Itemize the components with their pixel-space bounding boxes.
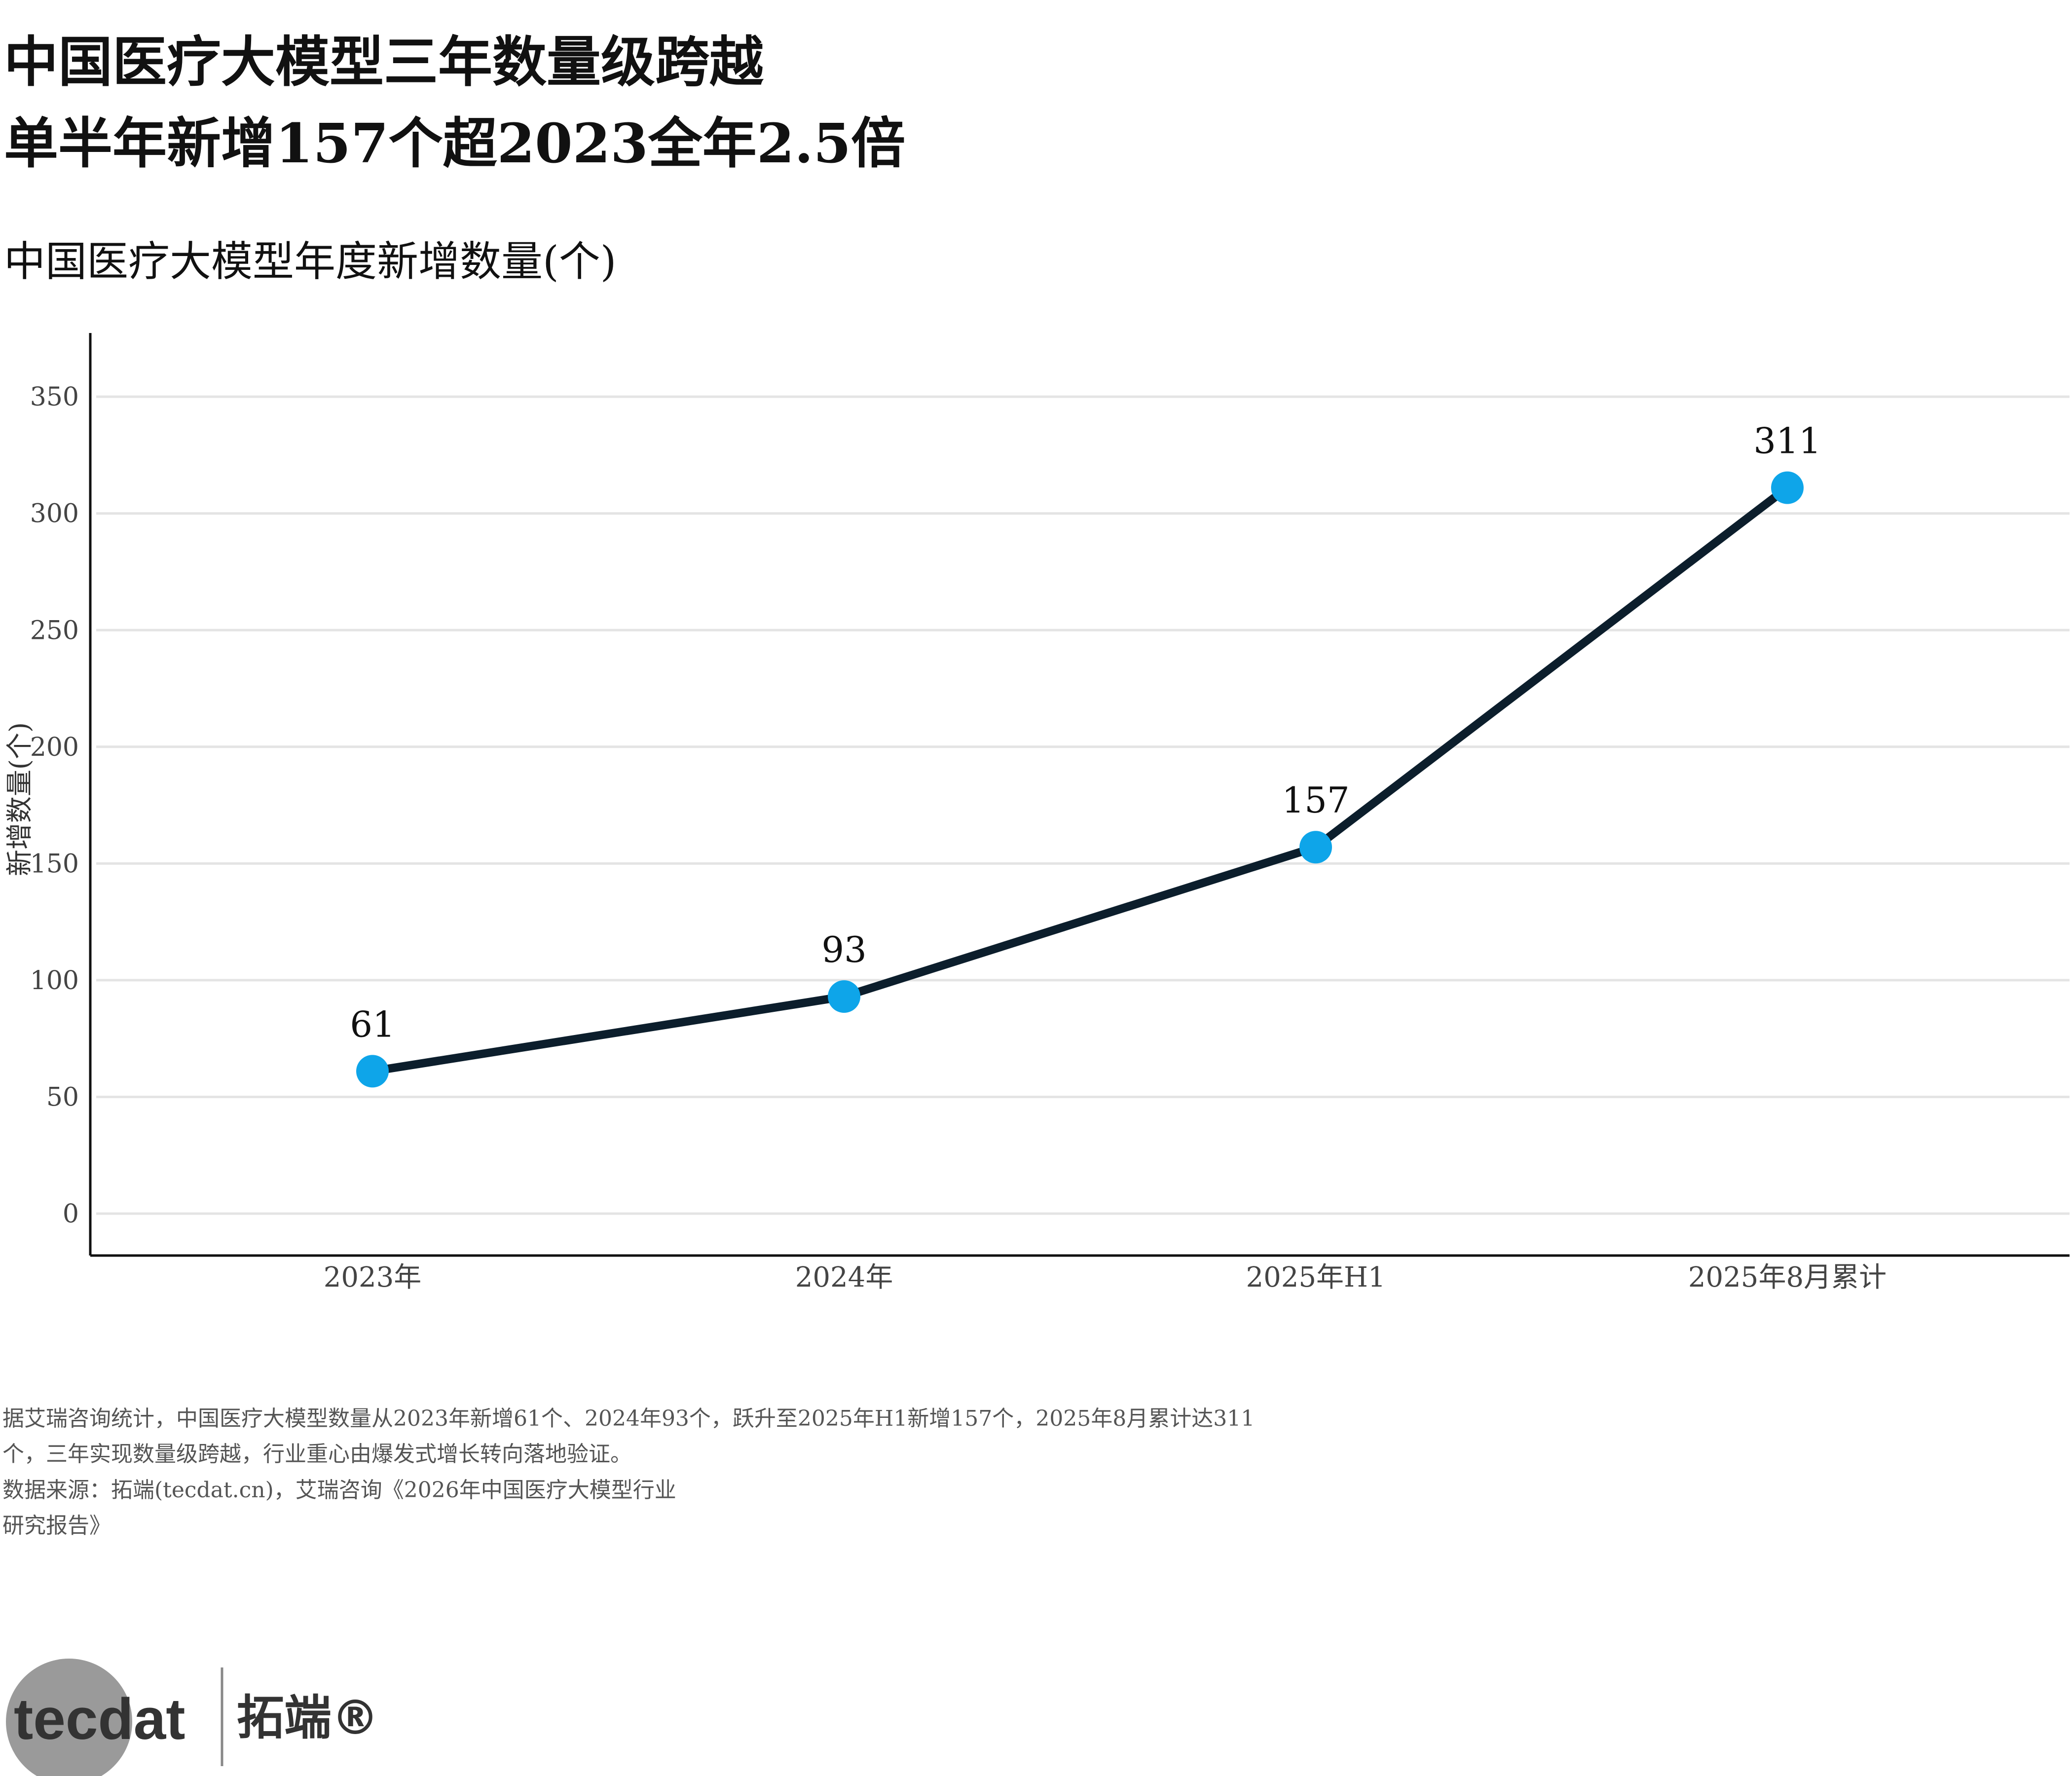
y-tick-label: 300: [30, 499, 79, 529]
logo-word: tecdat: [14, 1687, 185, 1752]
logo-circle: [6, 1659, 132, 1776]
data-labels: 61 93 157 311: [350, 420, 1821, 1045]
y-tick-label: 350: [30, 382, 79, 412]
data-point: [1771, 471, 1804, 504]
chart-source: 数据来源：拓端(tecdat.cn)，艾瑞咨询《2026年中国医疗大模型行业 研…: [2, 1473, 676, 1544]
data-label: 93: [821, 929, 867, 970]
x-tick-label: 2024年: [795, 1261, 893, 1294]
data-point: [356, 1055, 389, 1088]
y-tick-label: 150: [30, 849, 79, 879]
y-tick-label: 50: [46, 1082, 79, 1112]
data-label: 157: [1282, 779, 1349, 821]
series-line: [368, 483, 1792, 1075]
y-tick-labels: 0 50 100 150 200 250 300 350: [30, 382, 79, 1229]
chart-note: 据艾瑞咨询统计，中国医疗大模型数量从2023年新增61个、2024年93个，跃升…: [2, 1401, 1255, 1472]
tecdat-logo: tecdat 拓端®: [6, 1659, 379, 1776]
y-tick-label: 0: [63, 1199, 79, 1229]
chart-source-line-1: 数据来源：拓端(tecdat.cn)，艾瑞咨询《2026年中国医疗大模型行业: [2, 1478, 676, 1503]
chart-source-line-2: 研究报告》: [2, 1513, 111, 1538]
data-label: 61: [350, 1003, 395, 1045]
y-axis-label: 新增数量(个): [4, 722, 35, 876]
x-tick-labels: 2023年 2024年 2025年H1 2025年8月累计: [324, 1261, 1887, 1294]
x-tick-label: 2025年H1: [1246, 1261, 1386, 1294]
chart-note-line-2: 个，三年实现数量级跨越，行业重心由爆发式增长转向落地验证。: [2, 1442, 632, 1467]
y-tick-label: 100: [30, 966, 79, 996]
chart-subtitle: 中国医疗大模型年度新增数量(个): [4, 237, 617, 286]
y-tick-label: 250: [30, 616, 79, 645]
y-tick-label: 200: [30, 733, 79, 762]
data-point: [828, 980, 860, 1013]
data-label: 311: [1753, 420, 1821, 462]
logo-brand: 拓端®: [237, 1690, 379, 1745]
title-line-1: 中国医疗大模型三年数量级跨越: [4, 30, 764, 94]
x-tick-label: 2023年: [324, 1261, 422, 1294]
data-points: [356, 471, 1804, 1088]
chart-note-line-1: 据艾瑞咨询统计，中国医疗大模型数量从2023年新增61个、2024年93个，跃升…: [2, 1406, 1255, 1431]
data-point: [1299, 831, 1332, 864]
title-line-2: 单半年新增157个超2023全年2.5倍: [4, 111, 906, 175]
grid-lines: [96, 395, 2070, 1215]
x-tick-label: 2025年8月累计: [1688, 1261, 1887, 1294]
